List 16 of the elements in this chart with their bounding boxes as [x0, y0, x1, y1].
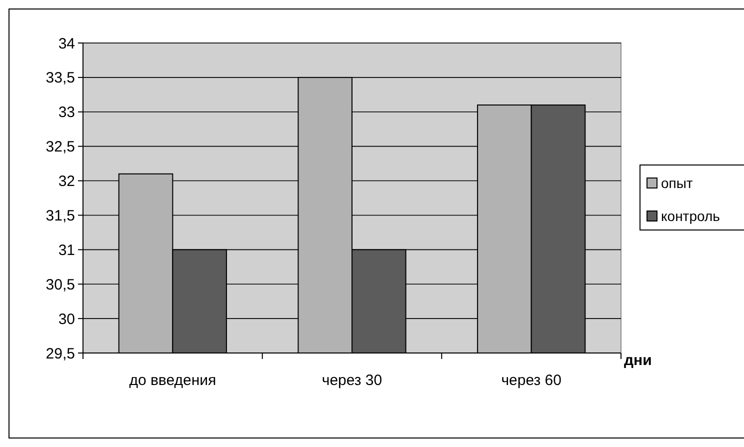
legend-label: опыт: [661, 174, 694, 191]
y-tick-label: 30: [58, 310, 75, 328]
x-tick-label: до введения: [129, 372, 216, 389]
x-tick-label: через 30: [322, 372, 382, 389]
x-axis-title: дни: [624, 352, 652, 369]
y-tick-label: 33,5: [46, 70, 75, 87]
y-tick-label: 31: [58, 242, 75, 259]
x-tick-label: через 60: [501, 372, 562, 389]
y-tick-label: 34: [58, 35, 75, 52]
y-tick-label: 29,5: [46, 345, 75, 362]
y-tick-label: 32: [58, 173, 75, 190]
y-tick-label: 33: [58, 104, 75, 122]
y-tick-label: 32,5: [46, 138, 75, 156]
y-tick-label: 30,5: [46, 276, 75, 294]
legend-label: контроль: [661, 208, 720, 224]
y-tick-label: 31,5: [46, 207, 75, 224]
